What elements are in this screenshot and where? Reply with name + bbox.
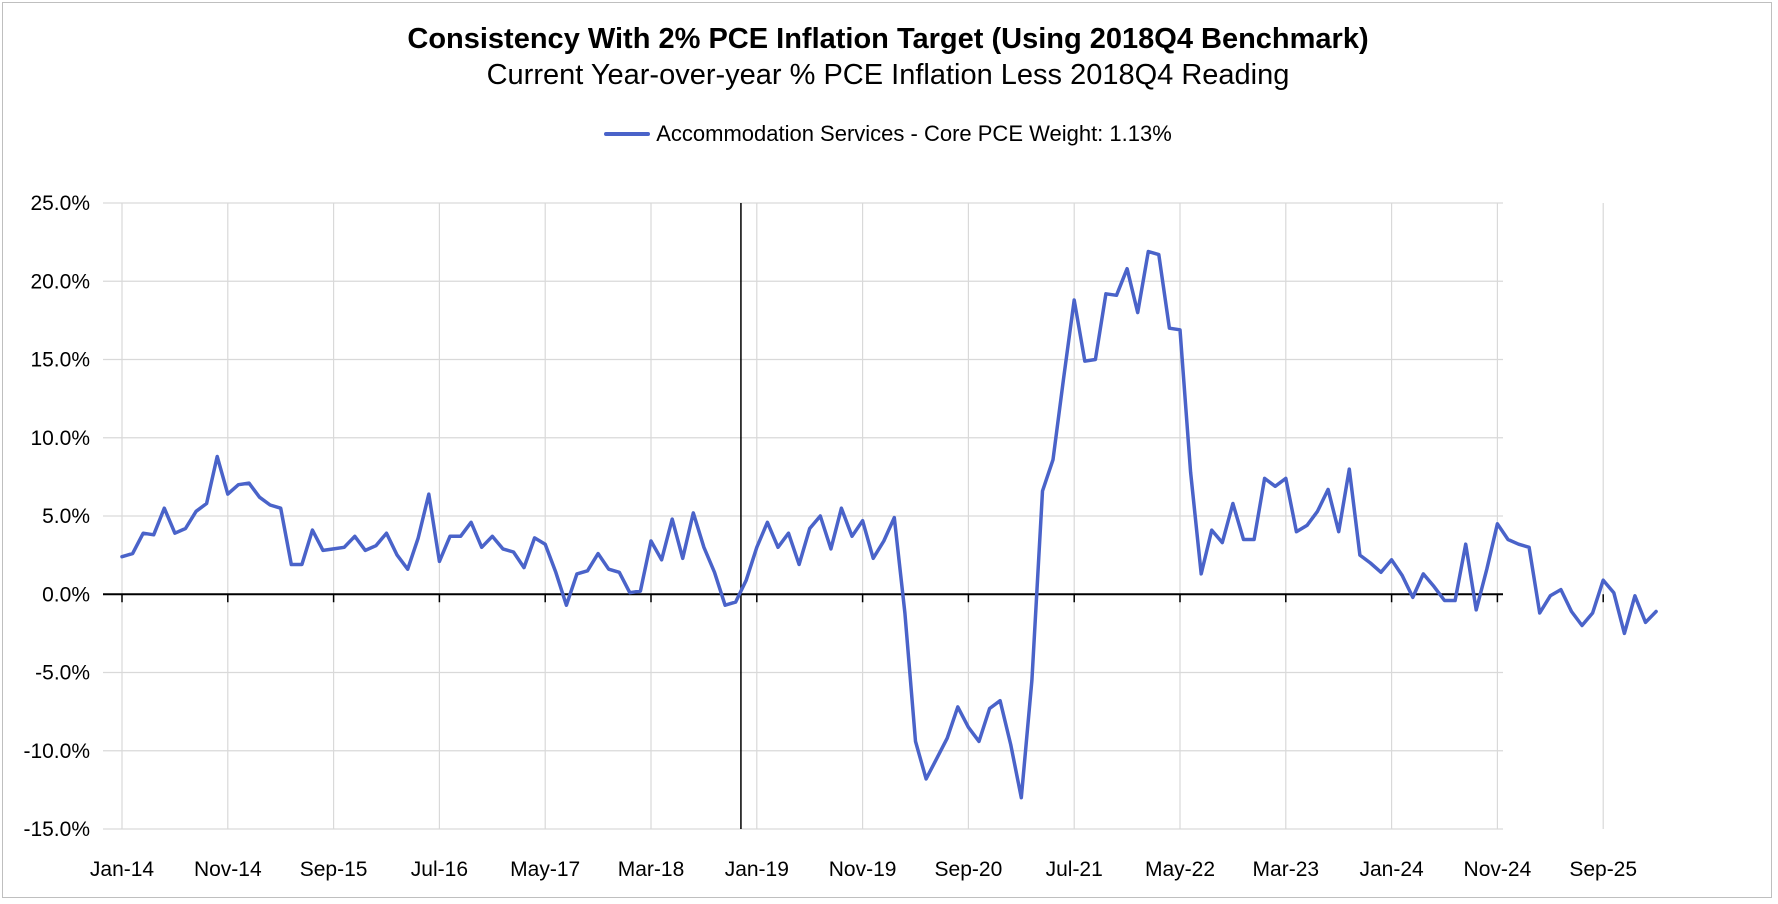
y-tick-label: 10.0% [30,427,90,450]
chart-legend: Accommodation Services - Core PCE Weight… [3,121,1773,147]
x-tick-label: Jan-24 [1359,858,1424,881]
x-tick-label: Jan-14 [90,858,155,881]
x-tick-label: May-17 [510,858,580,881]
x-tick-label: Nov-19 [829,858,897,881]
chart-subtitle: Current Year-over-year % PCE Inflation L… [486,59,1290,91]
legend-label: Accommodation Services - Core PCE Weight… [656,121,1172,146]
y-tick-label: -15.0% [23,818,90,841]
y-tick-label: 25.0% [30,192,90,215]
y-tick-label: 15.0% [30,349,90,372]
x-tick-label: Nov-24 [1464,858,1532,881]
y-tick-label: 0.0% [42,583,90,606]
x-tick-label: Sep-25 [1569,858,1637,881]
chart-title-block: Consistency With 2% PCE Inflation Target… [3,21,1773,93]
x-tick-label: Jul-16 [411,858,468,881]
x-tick-label: Mar-18 [618,858,685,881]
legend-line-swatch [604,132,651,136]
x-tick-label: Sep-15 [300,858,368,881]
series-line-accommodation-services [120,249,1658,800]
y-tick-label: 5.0% [42,505,90,528]
chart-title: Consistency With 2% PCE Inflation Target… [407,23,1369,55]
x-tick-label: Mar-23 [1253,858,1320,881]
x-tick-label: Jan-19 [725,858,789,881]
x-tick-label: May-22 [1145,858,1215,881]
x-tick-label: Nov-14 [194,858,262,881]
y-tick-label: 20.0% [30,270,90,293]
y-tick-label: -5.0% [35,662,90,685]
x-tick-label: Sep-20 [935,858,1003,881]
y-tick-label: -10.0% [23,740,90,763]
x-tick-label: Jul-21 [1046,858,1103,881]
